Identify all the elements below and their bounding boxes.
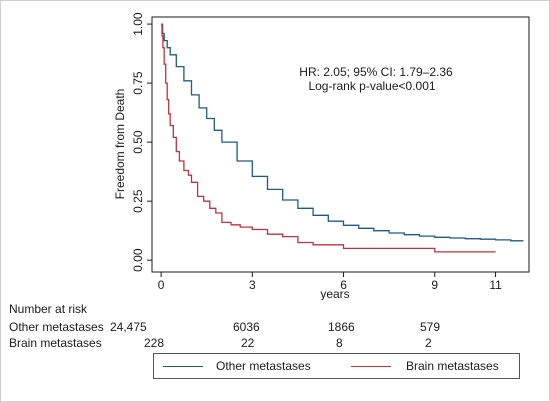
series-layer — [161, 23, 524, 253]
y-axis: 0.00 0.25 0.50 0.75 1.00 — [131, 12, 152, 272]
y-axis-title: Freedom from Death — [113, 89, 127, 200]
risk-value: 228 — [144, 336, 165, 350]
risk-value: 1866 — [328, 320, 355, 334]
y-tick-label: 0.00 — [131, 248, 145, 272]
legend-label-brain: Brain metastases — [406, 359, 499, 373]
risk-row-label: Other metastases — [9, 320, 104, 334]
plot-area — [151, 16, 530, 273]
risk-value: 2 — [425, 336, 432, 350]
brain-metastases-curve — [161, 23, 496, 253]
risk-row-label: Brain metastases — [9, 336, 102, 350]
x-tick-label: 6 — [340, 278, 347, 292]
x-axis: 0 3 6 9 11 — [158, 272, 502, 292]
y-tick-label: 0.25 — [131, 189, 145, 213]
x-tick-label: 0 — [158, 278, 165, 292]
x-tick-label: 9 — [431, 278, 438, 292]
y-tick-label: 0.50 — [131, 130, 145, 154]
risk-value: 22 — [241, 336, 255, 350]
risk-value: 24,475 — [110, 320, 147, 334]
x-tick-label: 11 — [489, 278, 502, 292]
legend-swatch-other — [163, 366, 203, 367]
logrank-annotation: Log-rank p-value<0.001 — [308, 79, 435, 93]
risk-value: 579 — [420, 320, 441, 334]
other-metastases-curve — [161, 23, 524, 242]
hazard-ratio-annotation: HR: 2.05; 95% CI: 1.79–2.36 — [299, 65, 453, 79]
legend-swatch-brain — [351, 366, 391, 367]
legend: Other metastases Brain metastases — [153, 353, 520, 379]
x-tick-label: 3 — [249, 278, 256, 292]
y-tick-label: 1.00 — [131, 12, 145, 36]
x-axis-title: years — [320, 287, 349, 300]
y-tick-label: 0.75 — [131, 71, 145, 95]
survival-plot: 0.00 0.25 0.50 0.75 1.00 0 3 6 9 11 Freedom from… — [113, 12, 530, 300]
risk-table-title: Number at risk — [9, 302, 88, 316]
risk-value: 8 — [336, 336, 343, 350]
legend-label-other: Other metastases — [216, 359, 311, 373]
risk-value: 6036 — [233, 320, 260, 334]
